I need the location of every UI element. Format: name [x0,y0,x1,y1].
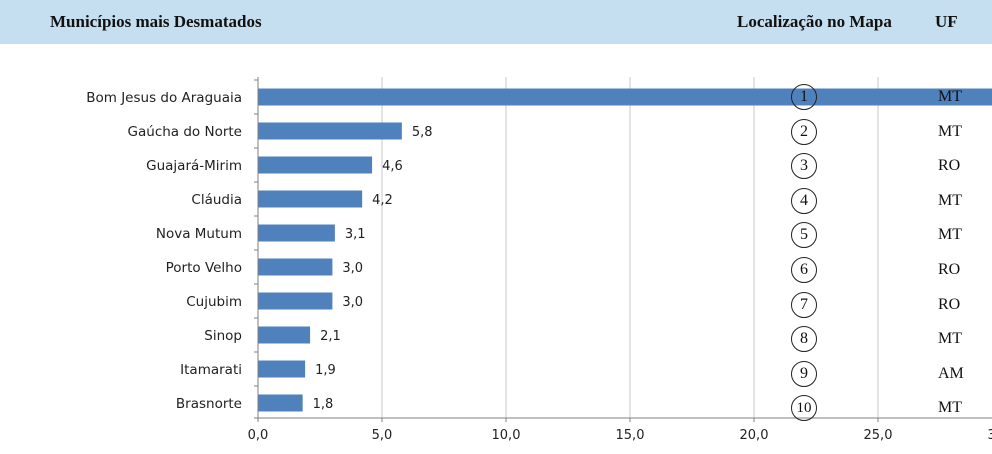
category-label: Gaúcha do Norte [128,124,242,140]
map-location-number: 1 [791,84,817,110]
x-tick-label: 0,0 [248,428,269,443]
value-label: 3,1 [345,227,366,242]
uf-code: RO [938,295,961,313]
bar [258,258,333,276]
uf-code: MT [938,122,962,140]
category-label: Sinop [204,328,242,344]
category-label: Porto Velho [166,260,242,276]
value-label: 3,0 [342,295,363,310]
map-location-column-header: Localização no Mapa [737,12,892,31]
chart-title: Municípios mais Desmatados [50,12,262,31]
uf-code: MT [938,226,962,244]
value-label: 3,0 [342,261,363,276]
header-bar: Municípios mais Desmatados Localização n… [0,0,992,44]
bar [258,88,992,106]
value-label: 2,1 [320,329,341,344]
map-location-number: 10 [791,395,817,422]
value-label: 4,6 [382,159,403,174]
uf-code: MT [938,191,962,209]
category-label: Brasnorte [176,396,242,412]
x-tick-label: 20,0 [740,428,769,443]
uf-column-header: UF [935,12,958,31]
map-location-number: 7 [791,291,817,318]
value-label: 5,8 [412,125,433,140]
uf-code: MT [938,330,962,348]
map-location-number: 4 [791,187,817,214]
category-label: Guajará-Mirim [146,158,242,174]
value-label: 1,8 [313,397,334,412]
bar [258,224,335,242]
map-location-number: 2 [791,118,817,145]
category-label: Nova Mutum [156,226,242,242]
category-label: Itamarati [180,362,242,378]
x-tick-label: 10,0 [492,428,521,443]
bar [258,394,303,412]
map-location-number: 8 [791,326,817,353]
bar [258,190,363,208]
bar [258,122,402,140]
uf-code: RO [938,157,961,175]
map-location-number: 9 [791,360,817,387]
uf-code: MT [938,88,962,105]
value-label: 1,9 [315,363,336,378]
bar [258,360,306,378]
x-tick-label: 5,0 [372,428,393,443]
bar [258,156,373,174]
uf-code: AM [938,364,964,382]
map-location-number: 6 [791,257,817,283]
x-tick-label: 15,0 [616,428,645,443]
category-label: Cujubim [186,294,242,310]
uf-code: MT [938,399,962,417]
bar [258,292,333,310]
x-tick-label: 30,0 [988,428,992,443]
x-tick-label: 25,0 [864,428,893,443]
category-label: Cláudia [191,192,242,208]
map-location-number: 3 [791,153,817,180]
value-label: 4,2 [372,193,393,208]
map-location-number: 5 [791,222,817,249]
uf-code: RO [938,261,961,278]
bar [258,326,311,344]
category-label: Bom Jesus do Araguaia [86,90,242,106]
